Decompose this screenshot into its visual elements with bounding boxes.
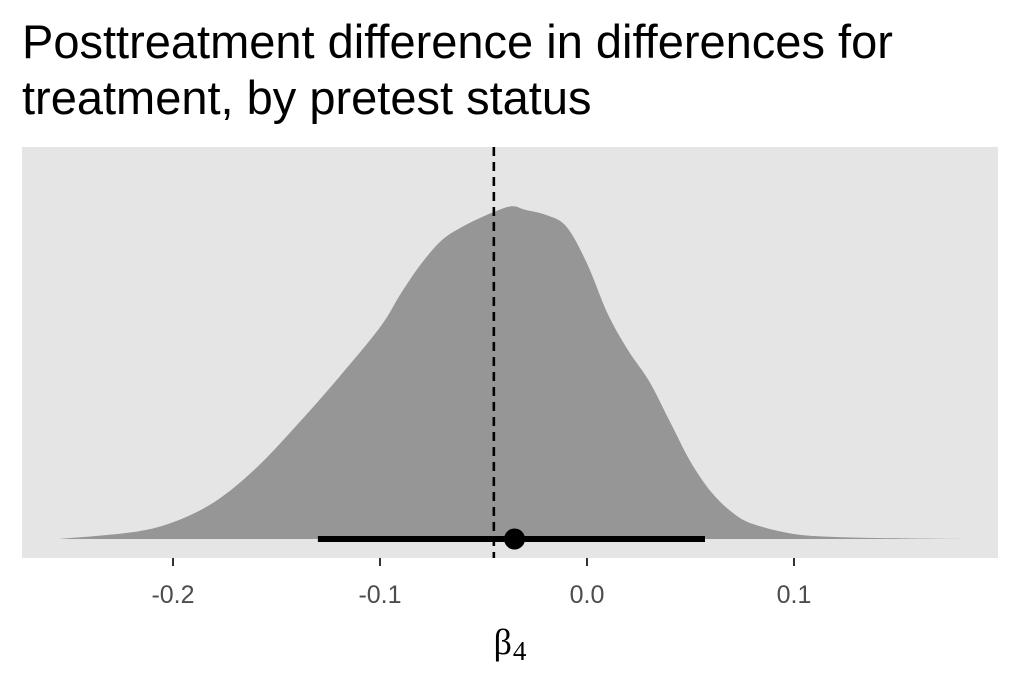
chart-title: Posttreatment difference in differences …: [22, 14, 1012, 126]
x-tick-label: 0.1: [777, 581, 812, 609]
interval-layer: [317, 528, 705, 550]
x-axis-label-subscript: 4: [513, 636, 527, 666]
x-axis-label-main: β: [494, 622, 512, 662]
x-axis-label: β4: [494, 622, 527, 666]
density-area: [59, 206, 960, 539]
x-tick-label: -0.1: [358, 581, 401, 609]
point-estimate-dot: [504, 528, 526, 550]
x-tick-label: 0.0: [570, 581, 605, 609]
x-tick-label: -0.2: [151, 581, 194, 609]
density-layer: [59, 147, 960, 558]
chart-title-line-2: treatment, by pretest status: [22, 71, 592, 124]
x-axis: -0.2 -0.1 0.0 0.1: [151, 558, 811, 609]
chart-title-line-1: Posttreatment difference in differences …: [22, 15, 893, 68]
